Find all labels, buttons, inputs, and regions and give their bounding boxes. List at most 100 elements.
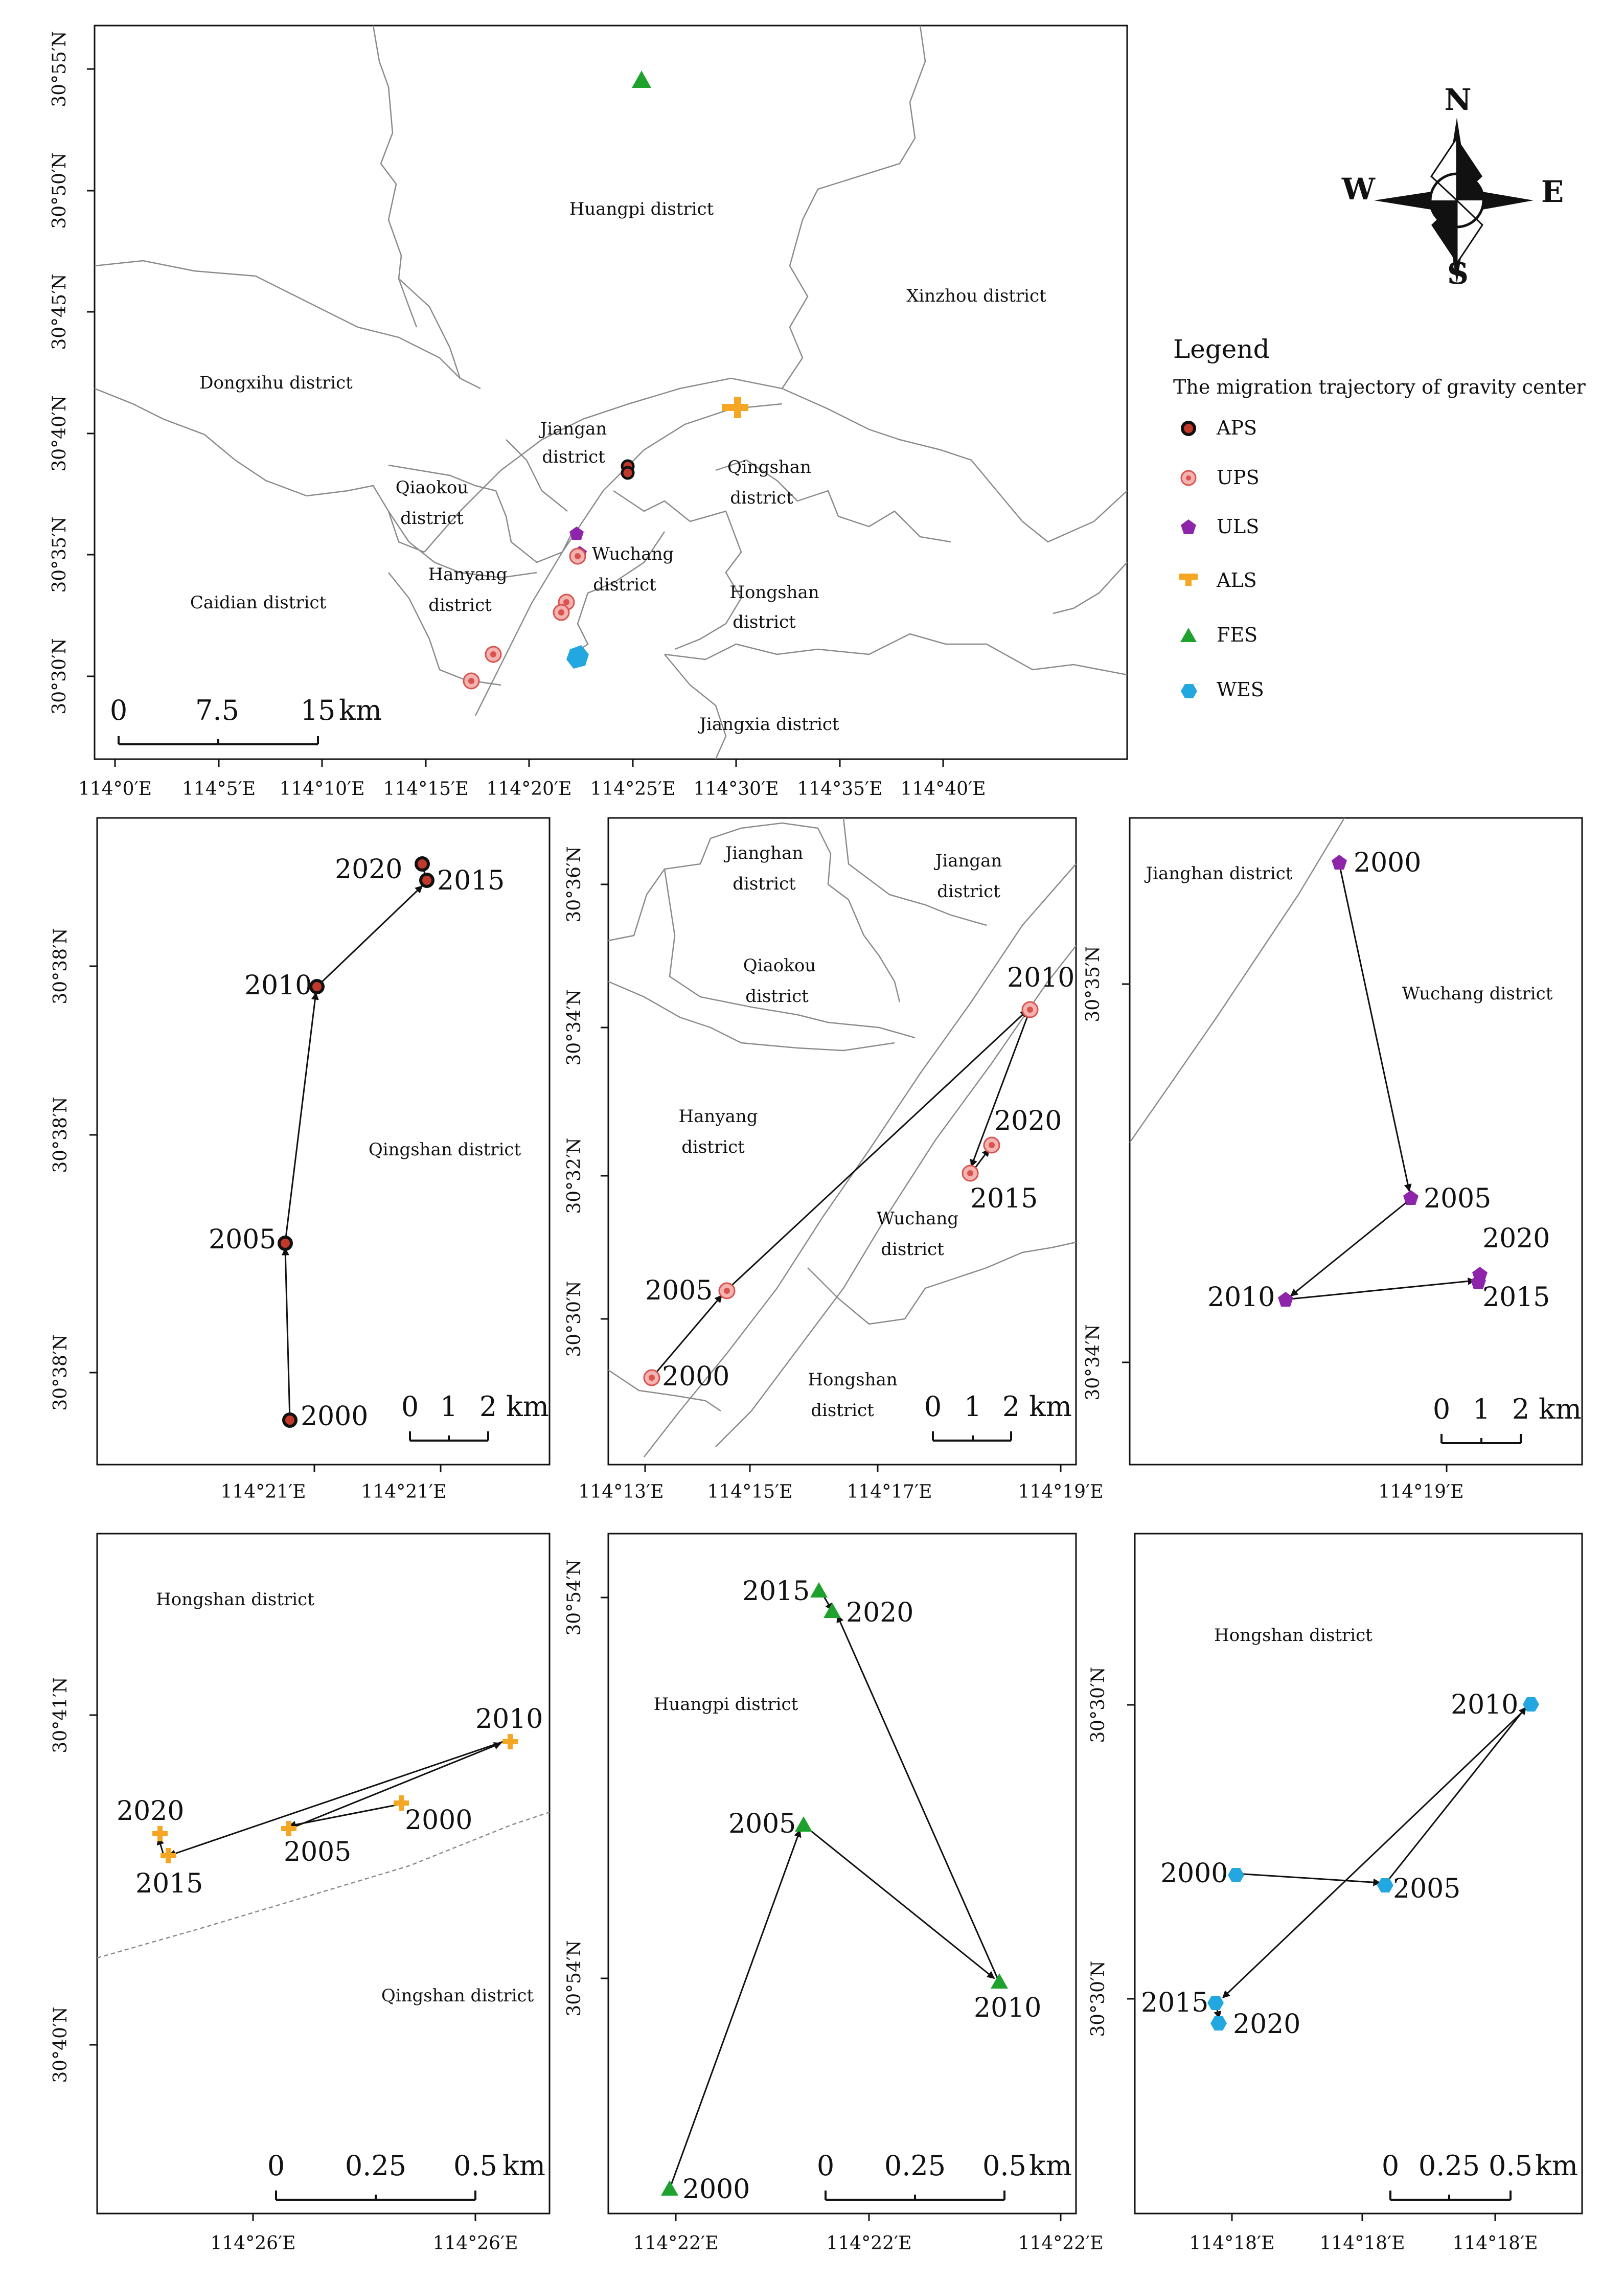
wes-point bbox=[1228, 1868, 1244, 1882]
svg-text:km: km bbox=[339, 694, 382, 726]
fes-point bbox=[661, 2180, 678, 2196]
year-label: 2000 bbox=[1354, 848, 1421, 878]
compass-east-label: E bbox=[1541, 174, 1564, 209]
main-y-tick-label: 30°40′N bbox=[49, 395, 70, 471]
svg-text:7.5: 7.5 bbox=[195, 694, 239, 726]
svg-text:km: km bbox=[1539, 1393, 1582, 1425]
year-label: 2000 bbox=[405, 1805, 472, 1836]
district-label: Hongshan bbox=[808, 1370, 897, 1390]
legend: Legend The migration trajectory of gravi… bbox=[1173, 334, 1586, 701]
main-x-tick-label: 114°20′E bbox=[487, 779, 572, 800]
main-y-tick-label: 30°55′N bbox=[49, 31, 70, 107]
year-label: 2015 bbox=[742, 1576, 810, 1607]
legend-subtitle: The migration trajectory of gravity cent… bbox=[1173, 376, 1586, 398]
legend-uls-icon bbox=[1181, 519, 1196, 534]
main-y-tick-label: 30°30′N bbox=[49, 638, 70, 714]
legend-item-label: UPS bbox=[1217, 466, 1260, 489]
aps-point bbox=[309, 979, 325, 994]
main-x-ticks bbox=[114, 759, 944, 767]
wes-point bbox=[1207, 1996, 1224, 2010]
y-tick-label: 30°30′N bbox=[1088, 1960, 1109, 2037]
district-label: Hongshan bbox=[729, 582, 819, 603]
main-x-tick-label: 114°40′E bbox=[901, 779, 986, 800]
legend-item-label: ALS bbox=[1216, 569, 1257, 591]
year-label: 2010 bbox=[1207, 1282, 1275, 1313]
svg-text:0: 0 bbox=[1433, 1393, 1450, 1425]
district-boundaries bbox=[94, 25, 1128, 760]
svg-text:2: 2 bbox=[1002, 1390, 1020, 1423]
svg-text:0.25: 0.25 bbox=[345, 2150, 406, 2182]
y-tick-label: 30°34′N bbox=[1083, 1324, 1104, 1400]
year-label: 2015 bbox=[970, 1183, 1038, 1214]
north-arrow-compass: N S E W bbox=[1341, 82, 1564, 291]
y-tick-label: 30°35′N bbox=[1083, 946, 1104, 1022]
svg-text:0.5: 0.5 bbox=[982, 2150, 1026, 2182]
legend-item-label: WES bbox=[1217, 678, 1264, 701]
year-label: 2010 bbox=[244, 970, 312, 1001]
main-y-tick-label: 30°45′N bbox=[49, 273, 70, 350]
district-label: Jianghan bbox=[724, 843, 804, 863]
svg-text:km: km bbox=[502, 2150, 545, 2182]
wes-point bbox=[1523, 1697, 1539, 1712]
uls-point bbox=[1403, 1190, 1419, 1205]
district-label: Jiangan bbox=[934, 851, 1002, 871]
district-label: Hongshan district bbox=[1214, 1625, 1373, 1646]
district-label: district bbox=[881, 1239, 944, 1260]
uls-boundary bbox=[1129, 817, 1345, 1143]
district-label: district bbox=[730, 488, 793, 508]
fes-point bbox=[810, 1582, 828, 1598]
svg-text:0: 0 bbox=[817, 2150, 834, 2182]
main-y-ticks bbox=[87, 68, 95, 677]
year-label: 2010 bbox=[1451, 1690, 1518, 1720]
y-tick-label: 30°38′N bbox=[50, 1097, 71, 1173]
year-label: 2020 bbox=[1233, 2009, 1300, 2040]
year-label: 2005 bbox=[728, 1809, 796, 1839]
svg-text:0.5: 0.5 bbox=[1489, 2150, 1532, 2182]
svg-text:0.25: 0.25 bbox=[1419, 2150, 1480, 2182]
y-tick-label: 30°32′N bbox=[564, 1137, 585, 1214]
year-label: 2020 bbox=[846, 1598, 913, 1628]
district-label: Wuchang district bbox=[1402, 984, 1553, 1004]
y-tick-label: 30°30′N bbox=[564, 1281, 585, 1357]
svg-text:2: 2 bbox=[479, 1390, 497, 1423]
main-x-tick-label: 114°15′E bbox=[383, 779, 469, 800]
uls-point bbox=[1332, 855, 1347, 870]
district-label: district bbox=[733, 612, 796, 632]
compass-west-label: W bbox=[1341, 172, 1376, 207]
als-point bbox=[281, 1821, 296, 1836]
district-label: district bbox=[811, 1400, 874, 1421]
year-label: 2010 bbox=[974, 1993, 1041, 2023]
main-scale-bar: 0 7.5 15 km bbox=[110, 694, 382, 745]
district-label: Dongxihu district bbox=[199, 373, 353, 393]
year-label: 2010 bbox=[475, 1704, 543, 1735]
district-label: Qingshan district bbox=[381, 1986, 534, 2006]
svg-text:km: km bbox=[1535, 2150, 1578, 2182]
svg-text:0: 0 bbox=[267, 2150, 285, 2182]
y-tick-label: 30°54′N bbox=[564, 1559, 585, 1635]
legend-wes-icon bbox=[1181, 684, 1197, 698]
x-tick-label: 114°13′E bbox=[579, 1481, 664, 1502]
wes-marker bbox=[566, 645, 589, 669]
main-x-tick-label: 114°10′E bbox=[280, 779, 365, 800]
svg-text:km: km bbox=[506, 1390, 549, 1423]
svg-text:km: km bbox=[1029, 1390, 1072, 1423]
als-marker bbox=[722, 397, 748, 418]
legend-title: Legend bbox=[1173, 334, 1270, 364]
panel-ups: 2000 2005 2010 2015 2020 Jianghan distri… bbox=[564, 817, 1103, 1502]
year-label: 2000 bbox=[682, 2174, 750, 2205]
district-label: Qingshan district bbox=[369, 1139, 521, 1160]
district-label: Hanyang bbox=[679, 1106, 758, 1127]
als-point bbox=[502, 1734, 518, 1749]
year-label: 2015 bbox=[135, 1868, 203, 1899]
fes-marker bbox=[632, 71, 651, 88]
year-label: 2005 bbox=[284, 1837, 351, 1867]
district-label: Wuchang bbox=[592, 544, 674, 564]
district-label: Caidian district bbox=[190, 592, 327, 613]
aps-scale-bar: 0 1 2 km bbox=[401, 1390, 549, 1442]
y-tick-label: 30°36′N bbox=[564, 846, 585, 922]
main-x-tick-label: 114°35′E bbox=[797, 779, 883, 800]
aps-point bbox=[282, 1412, 298, 1428]
main-y-tick-label: 30°35′N bbox=[49, 516, 70, 592]
year-label: 2000 bbox=[1160, 1858, 1228, 1889]
district-label: district bbox=[428, 595, 492, 615]
